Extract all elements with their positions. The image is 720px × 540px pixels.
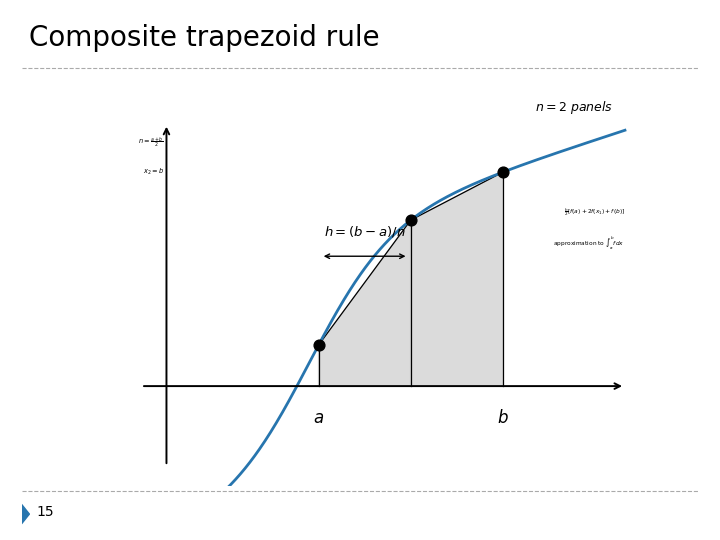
- Text: $x_2=b$: $x_2=b$: [143, 166, 164, 177]
- Polygon shape: [318, 220, 410, 386]
- Text: $a$: $a$: [313, 409, 324, 427]
- Text: approximation to $\int_a^b\! f\,dx$: approximation to $\int_a^b\! f\,dx$: [554, 237, 625, 253]
- Point: [312, 341, 324, 349]
- Polygon shape: [22, 504, 30, 524]
- Polygon shape: [410, 172, 503, 386]
- Text: $h = (b - a)/n$: $h = (b - a)/n$: [324, 224, 405, 239]
- Point: [405, 216, 416, 225]
- Text: $b$: $b$: [497, 409, 509, 427]
- Text: Composite trapezoid rule: Composite trapezoid rule: [29, 24, 379, 52]
- Text: $n = 2$ panels: $n = 2$ panels: [535, 99, 613, 116]
- Text: $\frac{h}{2}[f(a) + 2f(x_1) + f(b)]$: $\frac{h}{2}[f(a) + 2f(x_1) + f(b)]$: [564, 206, 625, 218]
- Text: 15: 15: [36, 505, 53, 519]
- Text: $n=\frac{a+b}{2}$: $n=\frac{a+b}{2}$: [138, 137, 164, 151]
- Point: [497, 168, 508, 177]
